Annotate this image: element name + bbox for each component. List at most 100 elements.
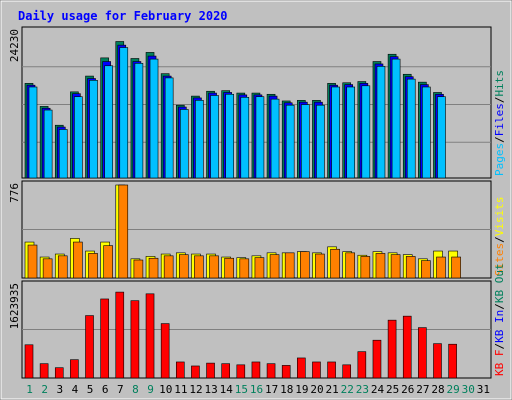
- bar-kb-f-day-5: [85, 315, 94, 379]
- bar-kb-f-day-20: [312, 361, 321, 379]
- bar-pages-day-20: [316, 104, 325, 179]
- bar-sites-day-10: [163, 255, 174, 279]
- x-tick-label-22: 22: [341, 383, 354, 396]
- bar-pages-day-12: [195, 100, 204, 179]
- bar-kb-f-day-24: [372, 339, 382, 379]
- bar-sites-day-19: [300, 251, 310, 279]
- bar-sites-day-16: [254, 257, 265, 279]
- x-tick-label-11: 11: [174, 383, 187, 396]
- x-tick-label-9: 9: [147, 383, 154, 396]
- legend-entry: /: [493, 343, 506, 350]
- bar-kb-f-day-18: [281, 365, 291, 379]
- bar-sites-day-1: [27, 244, 38, 279]
- bar-pages-day-17: [270, 98, 280, 179]
- legend-entry: KB Out: [493, 263, 506, 303]
- bar-sites-day-14: [224, 257, 234, 279]
- bar-sites-day-24: [375, 253, 386, 279]
- bar-kb-f-day-1: [24, 344, 34, 379]
- bar-sites-day-12: [194, 255, 204, 279]
- bar-kb-f-day-13: [206, 362, 215, 379]
- x-tick-label-10: 10: [159, 383, 172, 396]
- x-tick-label-3: 3: [57, 383, 64, 396]
- bar-kb-f-day-4: [70, 359, 79, 379]
- bar-pages-day-27: [422, 86, 431, 179]
- bar-pages-day-1: [28, 86, 38, 179]
- legend-entry: Sites: [493, 243, 506, 276]
- bar-kb-f-day-29: [448, 343, 457, 379]
- bar-kb-f-day-22: [342, 364, 352, 379]
- bar-pages-day-22: [346, 86, 356, 179]
- legend-entry: /: [493, 97, 506, 104]
- bar-sites-day-9: [148, 257, 159, 279]
- x-tick-label-16: 16: [250, 383, 263, 396]
- panel-legend: Sites/Visits: [493, 197, 506, 277]
- bar-sites-day-21: [330, 248, 340, 279]
- bar-kb-f-day-19: [297, 357, 306, 379]
- bar-kb-f-day-9: [145, 293, 155, 379]
- bar-kb-f-day-14: [221, 363, 230, 379]
- x-tick-label-15: 15: [235, 383, 248, 396]
- bar-pages-day-16: [255, 96, 265, 179]
- panel-max-label: 776: [8, 183, 21, 203]
- x-tick-label-14: 14: [220, 383, 234, 396]
- bar-pages-day-21: [331, 86, 340, 179]
- bar-pages-day-2: [43, 109, 53, 179]
- bar-sites-day-2: [42, 258, 53, 279]
- legend-entry: KB F: [493, 350, 506, 377]
- bar-pages-day-13: [210, 95, 219, 179]
- x-tick-label-1: 1: [26, 383, 33, 396]
- bar-pages-day-8: [134, 63, 144, 179]
- x-tick-label-2: 2: [41, 383, 48, 396]
- x-tick-label-27: 27: [416, 383, 429, 396]
- bar-pages-day-4: [74, 96, 83, 179]
- x-tick-label-18: 18: [280, 383, 293, 396]
- panel-legend: KB F/KB In/KB Out: [493, 263, 506, 376]
- bar-sites-day-11: [178, 254, 189, 279]
- bar-pages-day-15: [240, 97, 250, 179]
- x-tick-label-5: 5: [87, 383, 94, 396]
- bar-pages-day-14: [225, 93, 234, 179]
- x-tick-label-23: 23: [356, 383, 369, 396]
- legend-entry: /: [493, 236, 506, 243]
- bar-sites-day-26: [405, 256, 416, 279]
- bar-pages-day-28: [437, 96, 446, 179]
- bar-sites-day-22: [345, 252, 356, 279]
- chart-title: Daily usage for February 2020: [18, 9, 228, 23]
- bar-kb-f-day-11: [175, 361, 185, 379]
- bar-kb-f-day-26: [402, 315, 412, 379]
- bar-pages-day-3: [58, 129, 68, 179]
- bar-pages-day-26: [406, 78, 416, 179]
- bar-sites-day-17: [269, 254, 280, 279]
- bar-pages-day-11: [179, 109, 189, 179]
- x-tick-label-12: 12: [189, 383, 202, 396]
- bar-kb-f-day-21: [327, 361, 336, 379]
- bar-sites-day-29: [451, 256, 461, 279]
- bar-sites-day-18: [284, 252, 295, 279]
- bar-pages-day-6: [104, 65, 113, 179]
- bar-sites-day-28: [436, 256, 446, 279]
- bar-sites-day-25: [390, 254, 401, 279]
- bar-kb-f-day-15: [236, 364, 246, 379]
- bar-sites-day-27: [421, 260, 431, 279]
- x-axis-labels: 1 2 3 4 5 6 7 8 9 10 11 12 13 14 15 16 17 18 19 20 21 22 23 24 2…: [26, 383, 490, 396]
- bar-kb-f-day-8: [130, 300, 140, 379]
- bar-kb-f-day-6: [100, 298, 109, 379]
- bar-sites-day-6: [103, 245, 113, 279]
- bar-kb-f-day-16: [251, 361, 261, 379]
- bar-pages-day-24: [376, 66, 386, 179]
- legend-entry: /: [493, 303, 506, 310]
- bar-sites-day-15: [239, 258, 250, 279]
- bar-kb-f-day-3: [54, 367, 64, 379]
- x-tick-label-4: 4: [72, 383, 79, 396]
- legend-entry: Visits: [493, 197, 506, 237]
- bar-kb-f-day-12: [191, 365, 200, 379]
- x-tick-label-26: 26: [401, 383, 414, 396]
- bar-kb-f-day-7: [115, 291, 125, 379]
- x-tick-label-24: 24: [371, 383, 385, 396]
- bar-kb-f-day-10: [160, 323, 170, 379]
- legend-entry: KB In: [493, 310, 506, 343]
- bar-kb-f-day-28: [433, 343, 442, 379]
